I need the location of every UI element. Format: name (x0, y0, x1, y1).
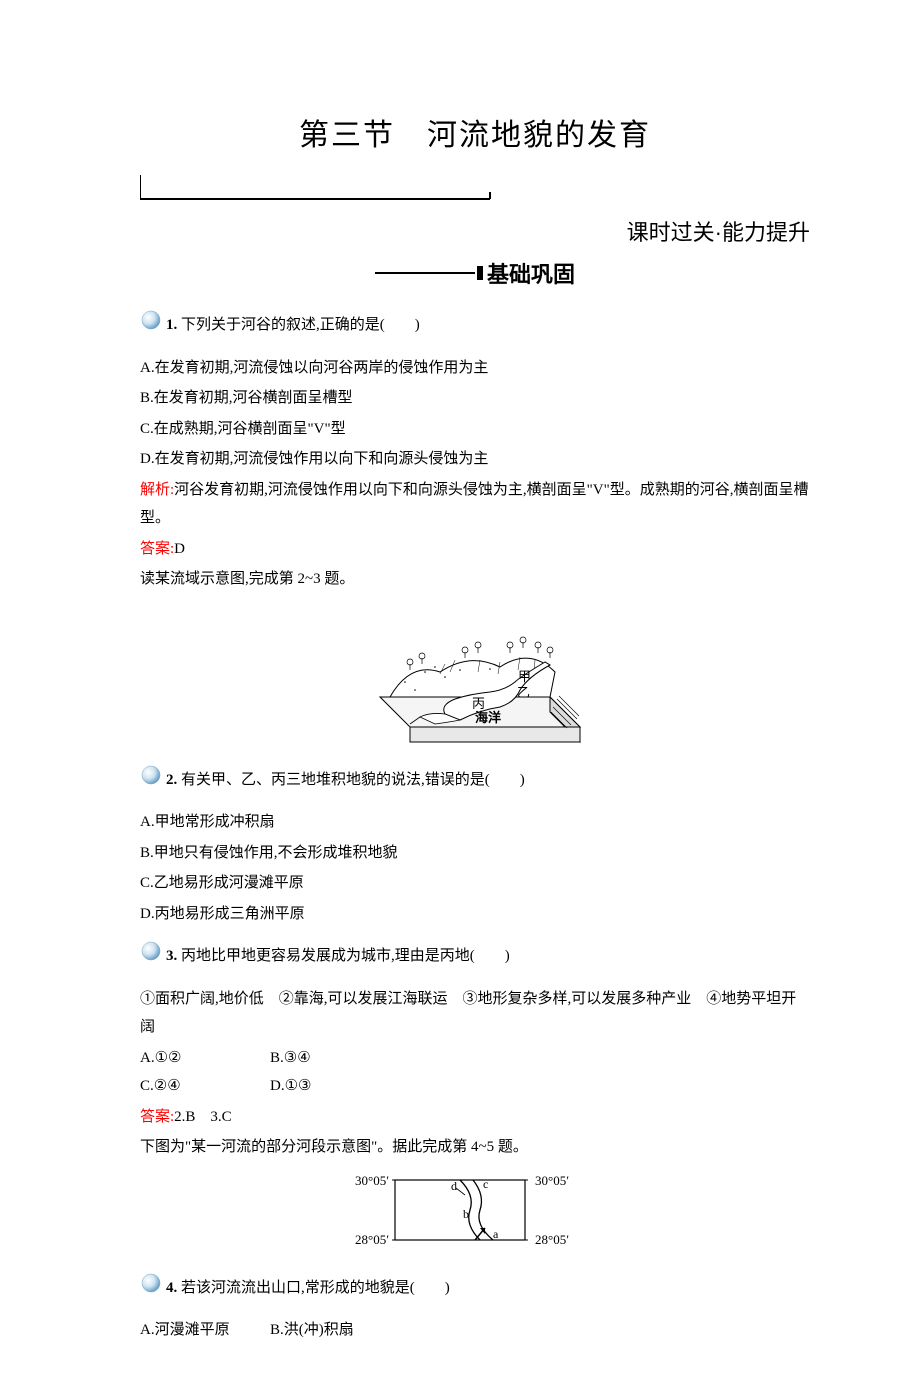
q4-opt-row-1: A.河漫滩平原 B.洪(冲)积扇 (140, 1316, 810, 1345)
bullet-sphere-icon (140, 764, 162, 797)
question-3: 3. 丙地比甲地更容易发展成为城市,理由是丙地( ) (140, 940, 810, 973)
q3-opt-c: C.②④ (140, 1072, 270, 1101)
bullet-sphere-icon (140, 940, 162, 973)
q4-opt-a: A.河漫滩平原 (140, 1316, 270, 1345)
d2-left-top: 30°05′ (355, 1173, 389, 1188)
q1-opt-c: C.在成熟期,河谷横剖面呈"V"型 (140, 415, 810, 444)
d2-c: c (483, 1177, 488, 1191)
d2-right-bot: 28°05′ (535, 1232, 569, 1247)
q2-opt-b: B.甲地只有侵蚀作用,不会形成堆积地貌 (140, 839, 810, 868)
question-2: 2. 有关甲、乙、丙三地堆积地貌的说法,错误的是( ) (140, 764, 810, 797)
d2-b: b (463, 1207, 469, 1221)
q2-opt-d: D.丙地易形成三角洲平原 (140, 900, 810, 929)
d2-right-top: 30°05′ (535, 1173, 569, 1188)
bracket-rule (140, 169, 810, 205)
d1-label-yi: 乙 (517, 685, 530, 700)
answer-label: 答案: (140, 1109, 174, 1125)
q3-followup: 下图为"某一河流的部分河段示意图"。据此完成第 4~5 题。 (140, 1133, 810, 1162)
q2-opt-c: C.乙地易形成河漫滩平原 (140, 869, 810, 898)
q1-stem: 下列关于河谷的叙述,正确的是( ) (181, 317, 420, 333)
bullet-sphere-icon (140, 309, 162, 342)
q2-stem: 有关甲、乙、丙三地堆积地貌的说法,错误的是( ) (181, 772, 525, 788)
diagram-1: 甲 乙 丙 海洋 (140, 602, 810, 752)
d2-left-bot: 28°05′ (355, 1232, 389, 1247)
answer-label: 答案: (140, 541, 174, 557)
q2-opt-a: A.甲地常形成冲积扇 (140, 808, 810, 837)
q4-opt-b: B.洪(冲)积扇 (270, 1316, 400, 1345)
q3-number: 3. (166, 948, 177, 964)
q3-opt-a: A.①② (140, 1044, 270, 1073)
section-head-label: 基础巩固 (487, 257, 575, 289)
subheader: 课时过关·能力提升 (140, 215, 810, 247)
q3-opt-row-1: A.①② B.③④ (140, 1044, 810, 1073)
q3-line2: ①面积广阔,地价低 ②靠海,可以发展江海联运 ③地形复杂多样,可以发展多种产业 … (140, 985, 810, 1042)
q4-number: 4. (166, 1280, 177, 1296)
q2-number: 2. (166, 772, 177, 788)
q1-number: 1. (166, 317, 177, 333)
q1-opt-d: D.在发育初期,河流侵蚀作用以向下和向源头侵蚀为主 (140, 445, 810, 474)
q1-answer: D (174, 541, 185, 557)
page-title: 第三节 河流地貌的发育 (140, 110, 810, 154)
q3-stem: 丙地比甲地更容易发展成为城市,理由是丙地( ) (181, 948, 510, 964)
q3-opt-row-2: C.②④ D.①③ (140, 1072, 810, 1101)
q3-opt-b: B.③④ (270, 1044, 400, 1073)
bullet-sphere-icon (140, 1272, 162, 1305)
question-1: 1. 下列关于河谷的叙述,正确的是( ) (140, 309, 810, 342)
d2-d: d (451, 1179, 457, 1193)
q1-jiexi: 河谷发育初期,河流侵蚀作用以向下和向源头侵蚀为主,横剖面呈"V"型。成熟期的河谷… (140, 482, 809, 527)
d1-label-jia: 甲 (518, 669, 531, 684)
jiexi-label: 解析: (140, 482, 174, 498)
q3-answer: 2.B 3.C (174, 1109, 232, 1125)
d1-label-bing: 丙 (472, 696, 485, 711)
diagram-2: 30°05′ 28°05′ 30°05′ 28°05′ a b c d (140, 1170, 810, 1260)
section-head: 基础巩固 (140, 257, 810, 289)
q1-followup: 读某流域示意图,完成第 2~3 题。 (140, 565, 810, 594)
q3-opt-d: D.①③ (270, 1072, 400, 1101)
q4-stem: 若该河流流出山口,常形成的地貌是( ) (181, 1280, 450, 1296)
q1-opt-a: A.在发育初期,河流侵蚀以向河谷两岸的侵蚀作用为主 (140, 354, 810, 383)
d2-a: a (493, 1227, 499, 1241)
question-4: 4. 若该河流流出山口,常形成的地貌是( ) (140, 1272, 810, 1305)
q1-opt-b: B.在发育初期,河谷横剖面呈槽型 (140, 384, 810, 413)
d1-label-ocean: 海洋 (475, 710, 501, 725)
